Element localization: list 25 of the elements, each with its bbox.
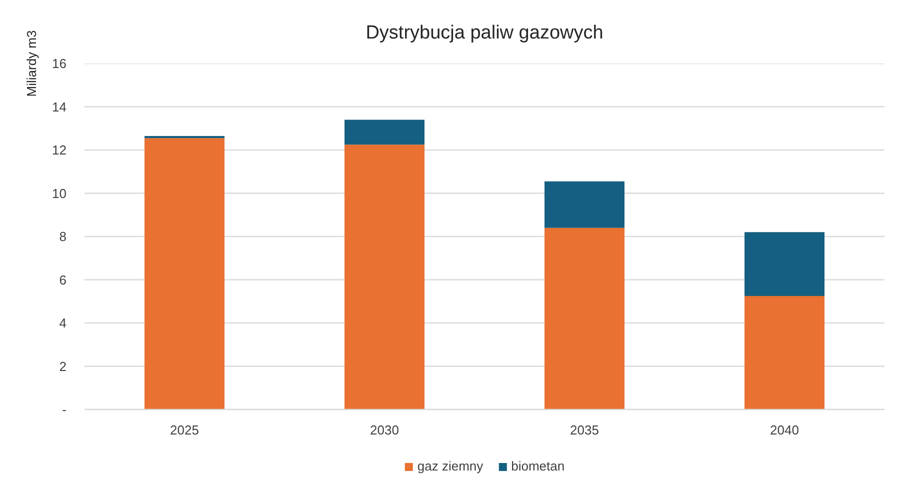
x-tick-label: 2025 — [170, 422, 199, 438]
y-tick-label: 14 — [52, 99, 67, 114]
y-tick-label: 6 — [59, 272, 67, 288]
bar — [344, 120, 424, 145]
bar — [344, 144, 424, 410]
x-tick-label: 2030 — [370, 422, 399, 438]
bar — [544, 181, 624, 228]
legend-label: biometan — [511, 458, 565, 474]
y-tick-label: 4 — [59, 316, 67, 330]
chart-title: Dystrybucja paliw gazowych — [366, 22, 604, 44]
y-tick-label: 8 — [59, 229, 67, 244]
y-tick-label: 16 — [52, 56, 67, 71]
y-tick-label: - — [62, 402, 67, 417]
legend-label: gaz ziemny — [417, 458, 484, 474]
x-tick-label: 2040 — [770, 422, 799, 438]
bar — [544, 228, 624, 410]
bar — [744, 232, 824, 296]
y-tick-label: 10 — [52, 186, 67, 201]
bar — [144, 136, 224, 138]
y-tick-label: 2 — [59, 358, 67, 374]
x-tick-label: 2035 — [570, 422, 599, 438]
bar — [744, 296, 824, 410]
y-axis-title: Miliardy m3 — [24, 30, 40, 97]
y-tick-label: 12 — [52, 142, 67, 158]
bar — [144, 138, 224, 410]
